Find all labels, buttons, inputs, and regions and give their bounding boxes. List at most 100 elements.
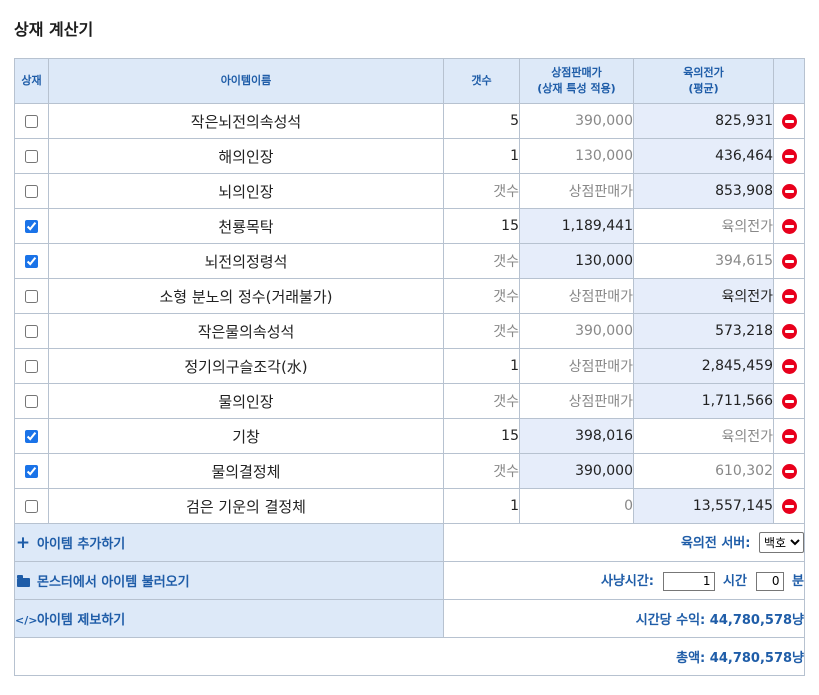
shop-price-input[interactable]: 130,000 [519,138,634,174]
minus-circle-icon[interactable] [781,358,797,374]
item-name: 작은뇌전의속성석 [48,103,444,139]
header-shop-price-line1: 상점판매가 [551,66,602,79]
total-label: 총액: [676,651,706,666]
header-market-price-line1: 육의전가 [683,66,724,79]
header-shop-price-line2: (상재 특성 적용) [537,82,616,95]
item-count-input[interactable]: 갯수 [443,173,520,209]
minus-circle-icon[interactable] [781,498,797,514]
item-count-input[interactable]: 1 [443,348,520,384]
server-select[interactable]: 백호 [759,532,804,554]
item-name: 천룡목탁 [48,208,444,244]
delete-row-cell [773,208,805,244]
header-delete [773,58,805,104]
market-price-input[interactable]: 573,218 [633,313,774,349]
footer-row-load: 몬스터에서 아이템 불러오기 사냥시간: 시간 분 [14,561,805,600]
minus-circle-icon[interactable] [781,463,797,479]
row-check-cell [14,278,49,314]
minus-circle-icon[interactable] [781,183,797,199]
row-check-cell [14,383,49,419]
market-price-input[interactable]: 13,557,145 [633,488,774,524]
sell-to-shop-checkbox[interactable] [25,464,38,478]
minus-circle-icon[interactable] [781,323,797,339]
server-label: 육의전 서버: [680,535,751,551]
item-count-input[interactable]: 갯수 [443,313,520,349]
sell-to-shop-checkbox[interactable] [25,219,38,233]
row-check-cell [14,418,49,454]
market-price-input[interactable]: 육의전가 [633,418,774,454]
sell-to-shop-checkbox[interactable] [25,254,38,268]
shop-price-input[interactable]: 390,000 [519,453,634,489]
item-name: 뇌전의정령석 [48,243,444,279]
item-count-input[interactable]: 15 [443,418,520,454]
hourly-income-value: 44,780,578냥 [709,613,804,628]
market-price-input[interactable]: 394,615 [633,243,774,279]
sell-to-shop-checkbox[interactable] [25,289,38,303]
sell-to-shop-checkbox[interactable] [25,184,38,198]
market-price-input[interactable]: 825,931 [633,103,774,139]
shop-price-input[interactable]: 398,016 [519,418,634,454]
sell-to-shop-checkbox[interactable] [25,114,38,128]
delete-row-cell [773,278,805,314]
minus-circle-icon[interactable] [781,218,797,234]
row-check-cell [14,313,49,349]
hunt-minutes-input[interactable] [755,571,784,591]
delete-row-cell [773,103,805,139]
minus-circle-icon[interactable] [781,113,797,129]
table-row: 물의인장 갯수 상점판매가 1,711,566 [14,383,805,419]
market-price-input[interactable]: 853,908 [633,173,774,209]
item-count-input[interactable]: 갯수 [443,383,520,419]
item-count-input[interactable]: 5 [443,103,520,139]
row-check-cell [14,173,49,209]
load-from-monster-label: 몬스터에서 아이템 불러오기 [37,575,190,590]
hunt-time-label: 사냥시간: [600,574,654,590]
market-price-input[interactable]: 육의전가 [633,278,774,314]
shop-price-input[interactable]: 상점판매가 [519,383,634,419]
table-row: 소형 분노의 정수(거래불가) 갯수 상점판매가 육의전가 [14,278,805,314]
add-item-button[interactable]: + 아이템 추가하기 [14,523,444,562]
sell-to-shop-checkbox[interactable] [25,359,38,373]
footer-row-add: + 아이템 추가하기 육의전 서버: 백호 [14,523,805,562]
shop-price-input[interactable]: 1,189,441 [519,208,634,244]
minus-circle-icon[interactable] [781,148,797,164]
shop-price-input[interactable]: 상점판매가 [519,348,634,384]
sell-to-shop-checkbox[interactable] [25,499,38,513]
item-count-input[interactable]: 갯수 [443,278,520,314]
market-price-input[interactable]: 610,302 [633,453,774,489]
item-count-input[interactable]: 1 [443,488,520,524]
report-item-button[interactable]: </>아이템 제보하기 [14,599,444,638]
row-check-cell [14,103,49,139]
shop-price-input[interactable]: 390,000 [519,313,634,349]
hunt-hours-input[interactable] [662,571,715,591]
market-price-input[interactable]: 2,845,459 [633,348,774,384]
item-count-input[interactable]: 1 [443,138,520,174]
minus-circle-icon[interactable] [781,428,797,444]
shop-price-input[interactable]: 130,000 [519,243,634,279]
row-check-cell [14,453,49,489]
minus-circle-icon[interactable] [781,253,797,269]
shop-price-input[interactable]: 상점판매가 [519,173,634,209]
total-cell: 총액: 44,780,578냥 [14,637,805,676]
shop-price-input[interactable]: 390,000 [519,103,634,139]
market-price-input[interactable]: 1,711,566 [633,383,774,419]
sell-to-shop-checkbox[interactable] [25,149,38,163]
item-name: 물의인장 [48,383,444,419]
shop-price-input[interactable]: 상점판매가 [519,278,634,314]
item-count-input[interactable]: 갯수 [443,243,520,279]
market-price-input[interactable]: 436,464 [633,138,774,174]
item-count-input[interactable]: 15 [443,208,520,244]
minus-circle-icon[interactable] [781,288,797,304]
item-name: 물의결정체 [48,453,444,489]
delete-row-cell [773,348,805,384]
page-title: 상재 계산기 [14,20,94,39]
shop-price-input[interactable]: 0 [519,488,634,524]
sell-to-shop-checkbox[interactable] [25,394,38,408]
sell-to-shop-checkbox[interactable] [25,324,38,338]
market-price-input[interactable]: 육의전가 [633,208,774,244]
total-value: 44,780,578냥 [709,651,804,666]
table-row: 작은물의속성석 갯수 390,000 573,218 [14,313,805,349]
load-from-monster-button[interactable]: 몬스터에서 아이템 불러오기 [14,561,444,600]
sell-to-shop-checkbox[interactable] [25,429,38,443]
minus-circle-icon[interactable] [781,393,797,409]
item-count-input[interactable]: 갯수 [443,453,520,489]
header-check: 상재 [14,58,49,104]
